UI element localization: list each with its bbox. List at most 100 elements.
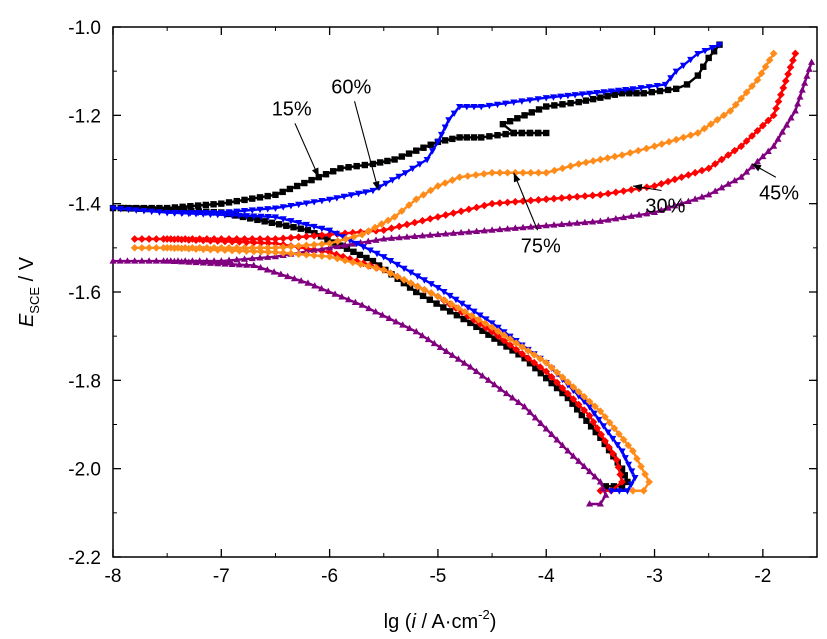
data-point [163,209,171,217]
data-point [350,232,358,241]
data-point [650,142,659,151]
data-point [160,257,168,264]
data-point [413,288,420,296]
data-point [420,285,429,294]
x-tick-label: -3 [646,566,663,587]
data-point [263,243,272,252]
data-point [488,323,496,332]
data-point [325,239,334,248]
data-point [271,214,279,221]
data-point [358,230,366,239]
data-point [615,430,623,438]
data-point [206,259,214,266]
data-point [536,363,545,371]
data-point [694,50,702,58]
data-point [596,500,604,507]
data-point [294,250,303,258]
data-point [748,163,756,170]
data-point [379,226,388,235]
data-point [386,269,395,278]
data-point [217,257,225,264]
data-point [512,339,520,347]
data-point [493,101,502,109]
data-point [724,151,733,159]
data-point [764,147,772,154]
data-point [796,93,804,100]
data-point [271,248,280,257]
data-point [694,72,702,79]
data-point [366,247,374,254]
data-point [358,301,366,308]
data-point [447,300,456,308]
data-point [152,243,161,252]
data-point [124,206,132,214]
data-point [521,112,528,119]
data-point [339,252,347,261]
arrow-head [372,180,380,191]
data-point [586,90,594,98]
data-point [390,213,399,221]
data-point [605,443,613,452]
data-point [607,88,615,95]
data-point [573,219,581,226]
data-point [616,470,625,479]
data-point [310,251,318,260]
data-point [359,244,367,251]
annotation-layer: 15% 60% 75% 30% 45% [272,76,800,257]
data-point [235,260,243,268]
data-point [353,240,361,248]
data-point [438,131,446,139]
data-point [332,230,340,238]
data-point [310,232,318,240]
data-point [350,248,357,256]
data-point [548,430,556,437]
data-point [627,185,636,194]
data-point [671,175,679,184]
data-point [624,441,633,450]
data-point [627,481,635,488]
data-point [534,129,542,137]
data-point [369,187,377,195]
data-point [724,180,732,187]
data-point [456,134,463,141]
data-point [687,56,695,64]
data-point [441,211,450,219]
data-point [550,166,559,175]
y-tick-label: -1.2 [68,106,101,127]
data-point [605,418,614,427]
data-point [558,164,567,173]
data-point [398,153,406,160]
data-point [515,398,523,405]
curve-cathodic [167,259,607,506]
data-point [718,183,726,191]
data-point [225,209,233,216]
data-point [565,193,574,202]
data-point [769,49,778,58]
data-point [789,56,797,65]
data-point [573,192,582,201]
data-point [206,245,215,254]
curve-label: 45% [759,182,799,204]
data-point [704,164,713,173]
data-point [440,288,448,296]
annotation-arrow [353,101,379,191]
data-point [434,182,442,190]
data-point [472,367,480,375]
data-point [488,168,496,177]
data-point [743,168,751,175]
data-point [364,237,372,245]
data-point [387,257,395,265]
data-point [506,341,514,349]
data-point [496,225,504,233]
data-point [542,95,550,102]
data-point [484,376,492,383]
data-point [737,173,745,180]
data-point [188,243,197,252]
data-point [218,200,225,207]
data-point [637,462,645,471]
series-60% [109,42,724,495]
data-point [353,162,360,170]
data-point [181,235,190,243]
data-point [640,90,647,97]
x-tick-label: -8 [105,566,122,587]
